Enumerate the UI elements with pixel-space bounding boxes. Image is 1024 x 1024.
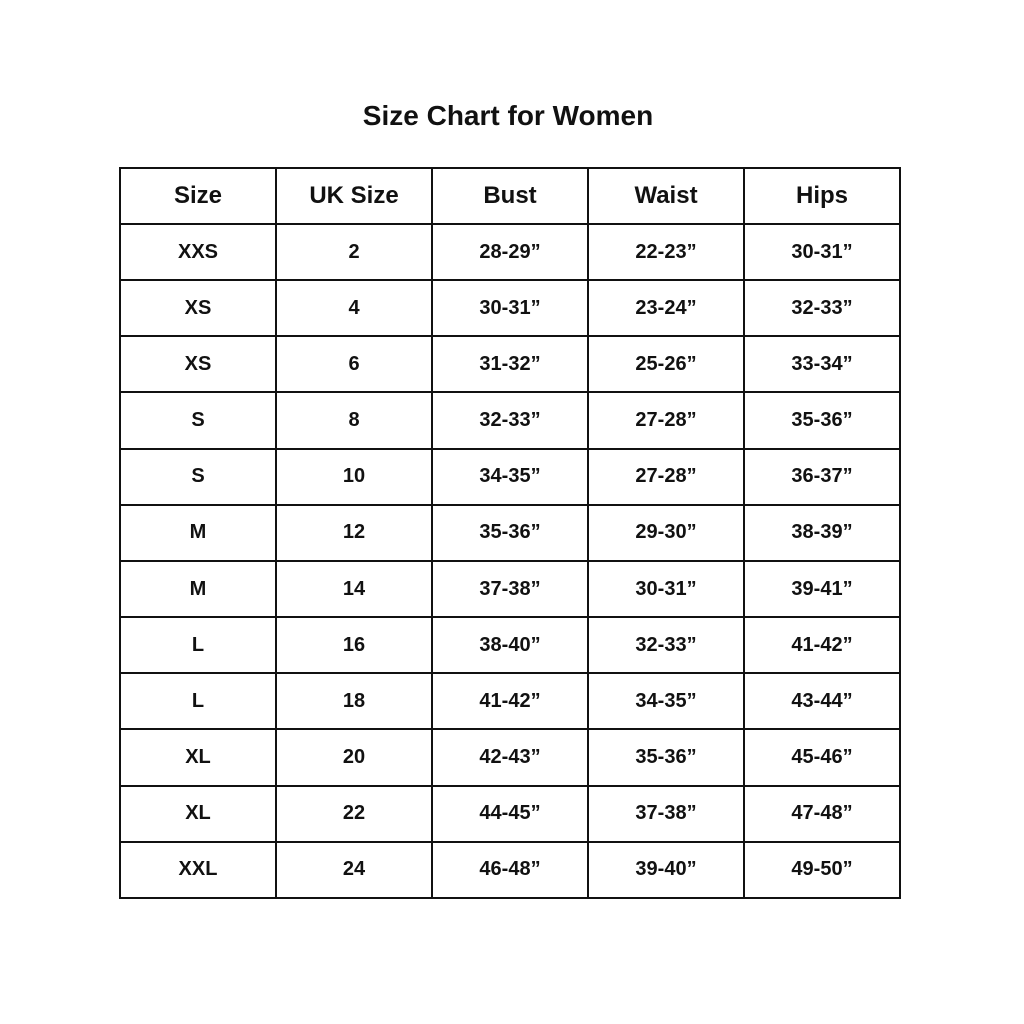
table-row: XXL 24 46-48” 39-40” 49-50” [119, 840, 901, 900]
cell-waist: 39-40” [587, 840, 745, 900]
cell-size: L [119, 672, 277, 731]
cell-bust: 42-43” [431, 728, 589, 787]
cell-uk-size: 18 [275, 672, 433, 731]
cell-bust: 37-38” [431, 559, 589, 619]
table-row: M 12 35-36” 29-30” 38-39” [119, 503, 901, 562]
cell-bust: 30-31” [431, 279, 589, 338]
cell-uk-size: 4 [275, 279, 433, 338]
cell-bust: 35-36” [431, 503, 589, 562]
table-row: L 16 38-40” 32-33” 41-42” [119, 616, 901, 675]
cell-bust: 34-35” [431, 447, 589, 506]
cell-waist: 27-28” [587, 447, 745, 506]
header-size: Size [119, 167, 277, 225]
cell-bust: 44-45” [431, 784, 589, 843]
cell-waist: 34-35” [587, 672, 745, 731]
header-bust: Bust [431, 167, 589, 225]
header-waist: Waist [587, 167, 745, 225]
cell-bust: 28-29” [431, 222, 589, 282]
page-title: Size Chart for Women [362, 100, 654, 131]
cell-hips: 38-39” [743, 503, 901, 562]
table-row: S 8 32-33” 27-28” 35-36” [119, 391, 901, 450]
cell-uk-size: 10 [275, 447, 433, 506]
cell-waist: 23-24” [587, 279, 745, 338]
cell-hips: 45-46” [743, 728, 901, 787]
table-row: S 10 34-35” 27-28” 36-37” [119, 447, 901, 506]
cell-hips: 39-41” [743, 559, 901, 619]
cell-uk-size: 16 [275, 616, 433, 675]
cell-size: XXL [119, 840, 277, 900]
cell-bust: 32-33” [431, 391, 589, 450]
cell-hips: 36-37” [743, 447, 901, 506]
cell-hips: 43-44” [743, 672, 901, 731]
header-row: Size UK Size Bust Waist Hips [119, 167, 901, 225]
cell-waist: 35-36” [587, 728, 745, 787]
cell-waist: 22-23” [587, 222, 745, 282]
table-row: XXS 2 28-29” 22-23” 30-31” [119, 222, 901, 282]
cell-waist: 37-38” [587, 784, 745, 843]
cell-bust: 41-42” [431, 672, 589, 731]
cell-waist: 32-33” [587, 616, 745, 675]
cell-hips: 33-34” [743, 335, 901, 394]
table-row: XS 6 31-32” 25-26” 33-34” [119, 335, 901, 394]
cell-hips: 41-42” [743, 616, 901, 675]
cell-uk-size: 8 [275, 391, 433, 450]
cell-size: M [119, 503, 277, 562]
cell-waist: 30-31” [587, 559, 745, 619]
cell-hips: 30-31” [743, 222, 901, 282]
cell-uk-size: 14 [275, 559, 433, 619]
size-chart-table: Size UK Size Bust Waist Hips XXS 2 28-29” 2… [119, 167, 901, 900]
cell-bust: 31-32” [431, 335, 589, 394]
cell-uk-size: 12 [275, 503, 433, 562]
cell-hips: 35-36” [743, 391, 901, 450]
cell-uk-size: 20 [275, 728, 433, 787]
cell-hips: 49-50” [743, 840, 901, 900]
table-row: L 18 41-42” 34-35” 43-44” [119, 672, 901, 731]
cell-uk-size: 6 [275, 335, 433, 394]
header-hips: Hips [743, 167, 901, 225]
cell-waist: 29-30” [587, 503, 745, 562]
cell-size: XS [119, 335, 277, 394]
table-row: XL 22 44-45” 37-38” 47-48” [119, 784, 901, 843]
cell-uk-size: 2 [275, 222, 433, 282]
table-row: XL 20 42-43” 35-36” 45-46” [119, 728, 901, 787]
cell-size: XS [119, 279, 277, 338]
table-row: M 14 37-38” 30-31” 39-41” [119, 559, 901, 619]
cell-size: XL [119, 728, 277, 787]
cell-bust: 38-40” [431, 616, 589, 675]
cell-hips: 32-33” [743, 279, 901, 338]
cell-size: L [119, 616, 277, 675]
table-row: XS 4 30-31” 23-24” 32-33” [119, 279, 901, 338]
cell-uk-size: 22 [275, 784, 433, 843]
cell-uk-size: 24 [275, 840, 433, 900]
cell-size: XL [119, 784, 277, 843]
cell-size: S [119, 447, 277, 506]
cell-bust: 46-48” [431, 840, 589, 900]
cell-hips: 47-48” [743, 784, 901, 843]
cell-size: M [119, 559, 277, 619]
cell-waist: 27-28” [587, 391, 745, 450]
cell-waist: 25-26” [587, 335, 745, 394]
cell-size: S [119, 391, 277, 450]
header-uk-size: UK Size [275, 167, 433, 225]
cell-size: XXS [119, 222, 277, 282]
